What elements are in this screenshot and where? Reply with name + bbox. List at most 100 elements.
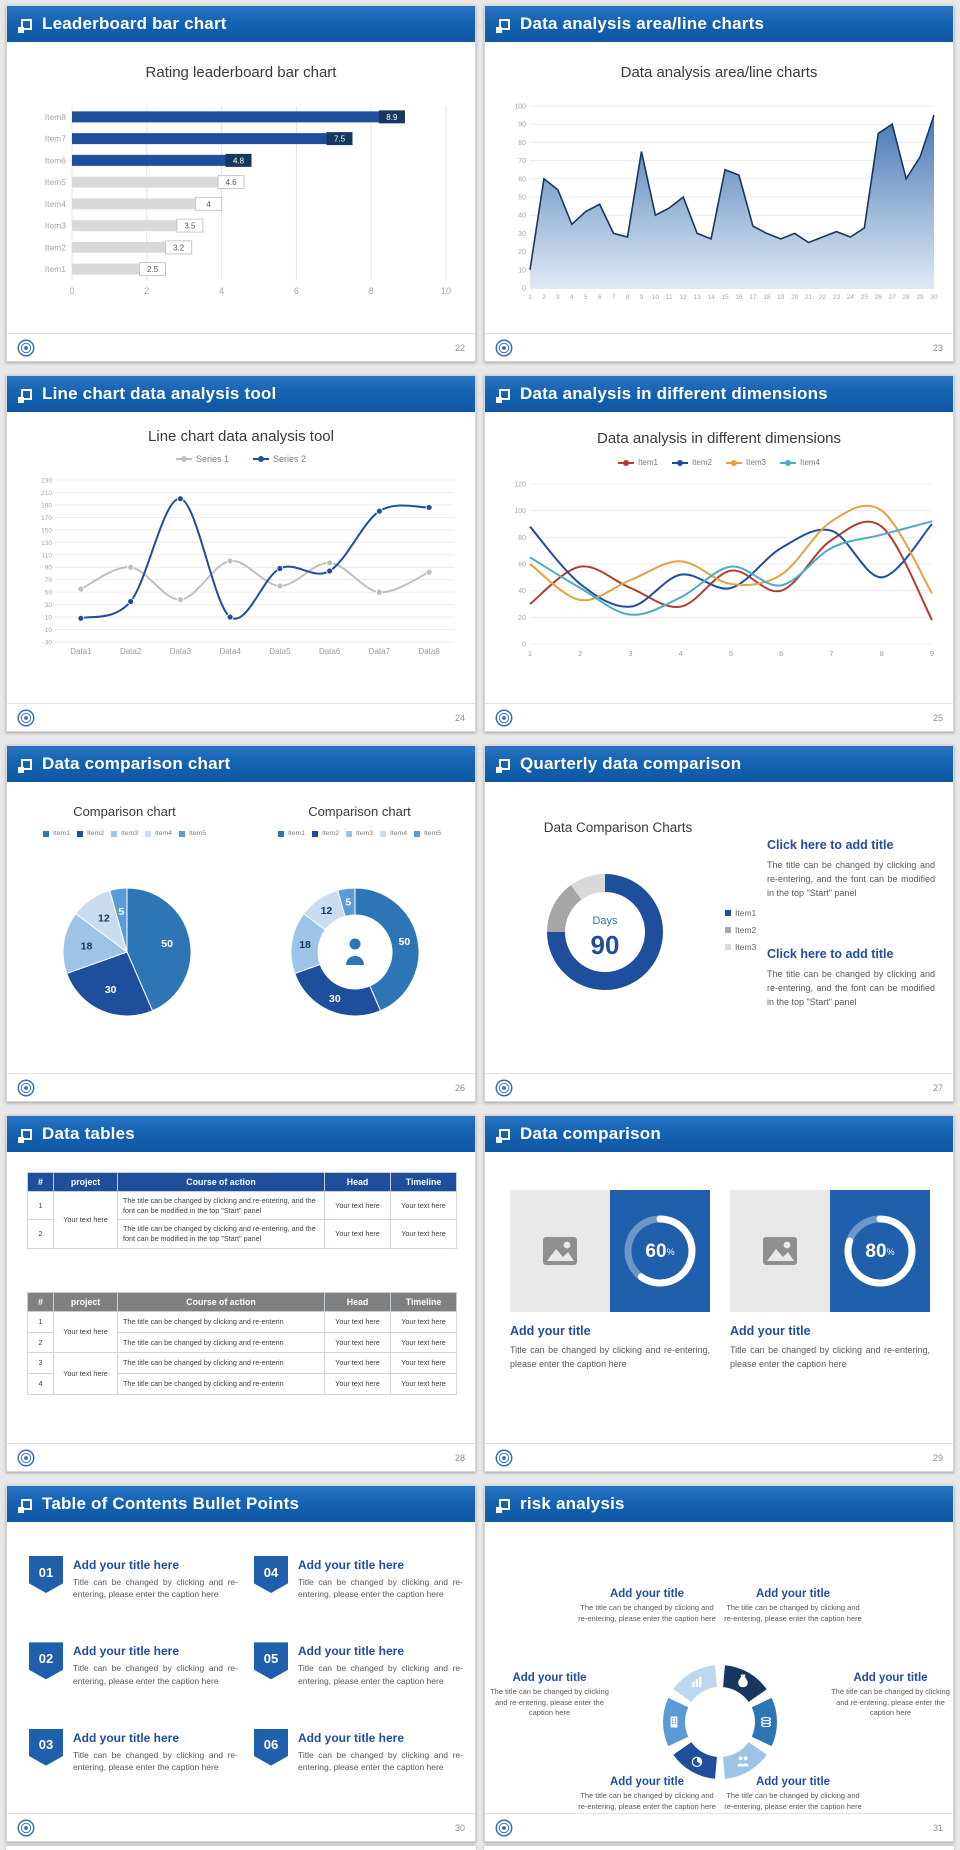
svg-text:9: 9 bbox=[640, 294, 644, 301]
table-cell: Your text here bbox=[324, 1331, 391, 1354]
data-table-gray: # project Course of action Head Timeline 1 You… bbox=[27, 1292, 457, 1395]
svg-text:17: 17 bbox=[749, 294, 757, 301]
slide-title: Quarterly data comparison bbox=[520, 754, 742, 773]
legend-item: Item4 bbox=[780, 458, 820, 467]
svg-text:70: 70 bbox=[518, 158, 526, 165]
toc-item: 01 Add your title here Title can be change… bbox=[29, 1556, 238, 1634]
next-row-slide-edge bbox=[484, 1846, 954, 1850]
legend-item: Item4 bbox=[145, 830, 172, 837]
slide-title-bar: Line chart data analysis tool bbox=[7, 376, 475, 412]
slide-title: Data tables bbox=[42, 1124, 135, 1143]
svg-text:10: 10 bbox=[441, 286, 451, 296]
svg-text:22: 22 bbox=[819, 294, 827, 301]
svg-text:20: 20 bbox=[518, 615, 526, 622]
toc-item-caption: Title can be changed by clicking and re-… bbox=[298, 1577, 463, 1600]
toc-grid: 01 Add your title here Title can be change… bbox=[29, 1556, 463, 1807]
slide-footer: 29 bbox=[485, 1443, 953, 1471]
slide-quarterly-comparison[interactable]: Quarterly data comparison Data Compariso… bbox=[484, 745, 954, 1102]
svg-text:23: 23 bbox=[833, 294, 841, 301]
slide-data-comparison-cards[interactable]: Data comparison 60% 80% Add your title T… bbox=[484, 1115, 954, 1472]
svg-text:40: 40 bbox=[518, 588, 526, 595]
risk-block: Add your title The title can be changed b… bbox=[577, 1588, 717, 1624]
svg-text:30: 30 bbox=[518, 231, 526, 238]
risk-block: Add your title The title can be changed b… bbox=[723, 1776, 863, 1812]
table-cell: Your text here bbox=[324, 1311, 391, 1333]
chart-title: Line chart data analysis tool bbox=[148, 428, 334, 445]
block-heading: Click here to add title bbox=[767, 838, 894, 852]
slide-title: Data comparison bbox=[520, 1124, 661, 1143]
square-bullet-icon bbox=[18, 388, 32, 403]
svg-text:100: 100 bbox=[514, 104, 526, 111]
toc-item: 03 Add your title here Title can be change… bbox=[29, 1728, 238, 1807]
slide-leaderboard-bar-chart[interactable]: Leaderboard bar chart Rating leaderboard… bbox=[6, 5, 476, 362]
toc-item-title: Add your title here bbox=[73, 1558, 180, 1572]
slide-title-bar: Data comparison chart bbox=[7, 746, 475, 782]
svg-text:1: 1 bbox=[528, 294, 532, 301]
svg-text:16: 16 bbox=[735, 294, 743, 301]
page-number: 23 bbox=[932, 342, 943, 353]
risk-block: Add your title The title can be changed b… bbox=[577, 1776, 717, 1812]
leaderboard-bar-chart: 0 2 4 6 8 10 Item8 8.9 Item7 7.5 Item6 4.8 Item5 4.6 I… bbox=[45, 106, 451, 296]
slide-footer: 25 bbox=[485, 703, 953, 731]
university-logo-icon bbox=[17, 339, 35, 356]
page-number: 25 bbox=[932, 712, 943, 723]
svg-text:4.8: 4.8 bbox=[233, 156, 245, 165]
svg-text:Data6: Data6 bbox=[319, 647, 341, 656]
svg-text:12: 12 bbox=[680, 294, 688, 301]
slide-area-line-chart[interactable]: Data analysis area/line charts Data anal… bbox=[484, 5, 954, 362]
toc-item-caption: Title can be changed by clicking and re-… bbox=[73, 1577, 238, 1600]
svg-text:5: 5 bbox=[119, 906, 125, 918]
svg-text:100: 100 bbox=[514, 508, 526, 515]
chart-legend: Item1 Item2 Item3 Item4 bbox=[485, 458, 953, 467]
image-placeholder bbox=[510, 1190, 610, 1312]
page-number: 22 bbox=[454, 342, 465, 353]
table-cell: Your text here bbox=[390, 1219, 457, 1249]
slide-data-comparison-pies[interactable]: Data comparison chart Comparison chart C… bbox=[6, 745, 476, 1102]
legend-item: Item1 bbox=[278, 830, 305, 837]
text-block: Click here to add title The title can be… bbox=[767, 947, 935, 1010]
toc-number-badge: 05 bbox=[254, 1642, 288, 1680]
toc-item-title: Add your title here bbox=[298, 1644, 405, 1659]
table-cell: Your text here bbox=[324, 1219, 391, 1249]
risk-caption: The title can be changed by clicking and… bbox=[831, 1687, 950, 1717]
slide-content: Data analysis area/line charts 0 10 20 30 40… bbox=[485, 42, 953, 333]
table-header-cell: project bbox=[53, 1172, 118, 1192]
svg-text:30: 30 bbox=[329, 993, 341, 1005]
slide-data-tables[interactable]: Data tables # project Course of action Head… bbox=[6, 1115, 476, 1472]
risk-title: Add your title bbox=[853, 1672, 928, 1684]
slide-title: Data analysis in different dimensions bbox=[520, 384, 828, 403]
square-bullet-icon bbox=[18, 1498, 32, 1513]
slide-footer: 28 bbox=[7, 1443, 475, 1471]
legend-item: Item5 bbox=[179, 830, 206, 837]
slide-content: Data analysis in different dimensions It… bbox=[485, 412, 953, 703]
slide-toc-bullets[interactable]: Table of Contents Bullet Points 01 Add yo… bbox=[6, 1485, 476, 1842]
svg-text:120: 120 bbox=[514, 482, 526, 489]
slide-line-chart-tool[interactable]: Line chart data analysis tool Line chart… bbox=[6, 375, 476, 732]
page-number: 26 bbox=[454, 1082, 465, 1093]
table-cell: The title can be changed by clicking and… bbox=[117, 1219, 325, 1249]
comparison-card: 60% bbox=[510, 1190, 710, 1312]
block-body: The title can be changed by clicking and… bbox=[767, 969, 935, 1007]
university-logo-icon bbox=[495, 709, 513, 726]
square-bullet-icon bbox=[496, 388, 510, 403]
svg-text:50: 50 bbox=[399, 936, 411, 948]
picture-icon bbox=[763, 1237, 797, 1265]
toc-item-caption: Title can be changed by clicking and re-… bbox=[298, 1663, 463, 1686]
svg-text:18: 18 bbox=[81, 940, 93, 952]
square-bullet-icon bbox=[496, 1128, 510, 1143]
slide-content: # project Course of action Head Timeline 1 You… bbox=[7, 1152, 475, 1443]
slide-multi-dimension-lines[interactable]: Data analysis in different dimensions Da… bbox=[484, 375, 954, 732]
chart-legend: Item1 Item2 Item3 bbox=[725, 908, 756, 952]
page-number: 27 bbox=[932, 1082, 943, 1093]
svg-text:12: 12 bbox=[321, 905, 333, 917]
slide-title: Line chart data analysis tool bbox=[42, 384, 277, 403]
slide-title-bar: Data tables bbox=[7, 1116, 475, 1152]
slide-risk-analysis[interactable]: risk analysis Add your title The title ca… bbox=[484, 1485, 954, 1842]
svg-text:Data8: Data8 bbox=[418, 647, 440, 656]
svg-text:70: 70 bbox=[45, 577, 53, 584]
table-header-cell: Course of action bbox=[117, 1172, 325, 1192]
university-logo-icon bbox=[17, 1079, 35, 1096]
progress-panel: 80% bbox=[830, 1190, 930, 1312]
svg-text:Item2: Item2 bbox=[45, 242, 67, 252]
